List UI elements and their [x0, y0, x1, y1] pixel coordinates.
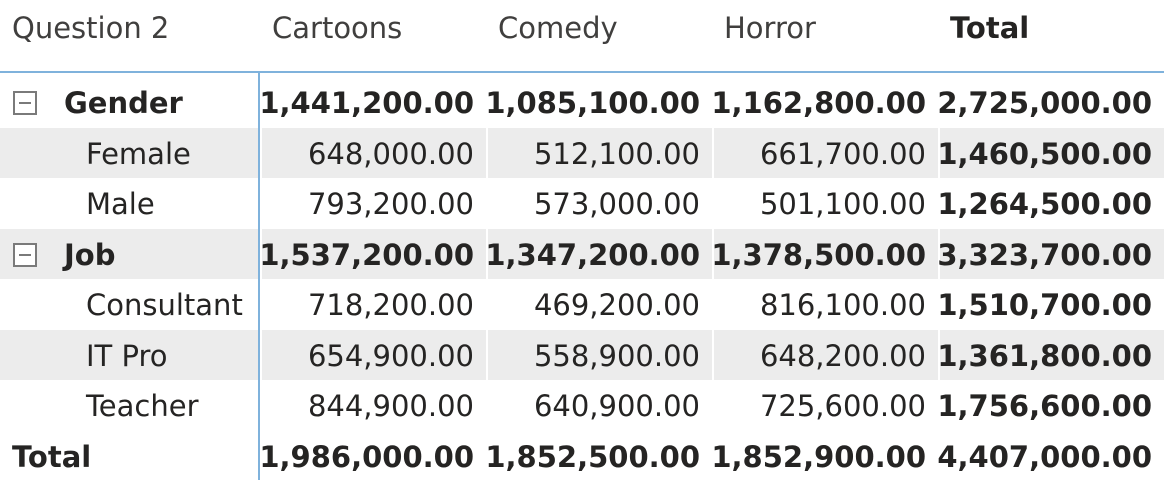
total-cell: 1,510,700.00 — [937, 288, 1152, 322]
value-cell: 501,100.00 — [759, 187, 926, 221]
value-cell: 1,986,000.00 — [259, 439, 474, 474]
row-header-cell: Female — [86, 136, 191, 171]
total-cell: 1,756,600.00 — [937, 389, 1152, 423]
value-cell: 725,600.00 — [759, 389, 926, 423]
value-cell: 1,852,500.00 — [485, 439, 700, 474]
value-cell: 1,852,900.00 — [711, 439, 926, 474]
matrix-header-row: Question 2 Cartoons Comedy Horror Total — [0, 0, 1164, 73]
collapse-icon[interactable] — [13, 242, 37, 267]
total-cell: 1,264,500.00 — [937, 187, 1152, 221]
value-cell: 573,000.00 — [533, 187, 700, 221]
total-cell: 2,725,000.00 — [937, 86, 1152, 120]
value-cell: 648,000.00 — [307, 136, 474, 171]
value-cell: 1,162,800.00 — [711, 86, 926, 120]
value-cell: 648,200.00 — [759, 338, 926, 373]
total-cell: 4,407,000.00 — [937, 439, 1152, 474]
value-cell: 469,200.00 — [533, 288, 700, 322]
table-row[interactable]: Female 648,000.00 512,100.00 661,700.00 1,46… — [0, 127, 1164, 178]
value-cell: 654,900.00 — [307, 338, 474, 373]
collapse-icon[interactable] — [13, 91, 37, 115]
value-cell: 1,378,500.00 — [711, 237, 926, 272]
table-row[interactable]: IT Pro 654,900.00 558,900.00 648,200.00 1,36… — [0, 329, 1164, 380]
table-row[interactable]: Total 1,986,000.00 1,852,500.00 1,852,900.0… — [0, 431, 1164, 481]
row-header-cell: Total — [12, 439, 92, 474]
row-header-cell: Male — [86, 187, 155, 221]
value-cell: 1,085,100.00 — [485, 86, 700, 120]
value-cell: 640,900.00 — [533, 389, 700, 423]
value-cell: 1,441,200.00 — [259, 86, 474, 120]
value-cell: 793,200.00 — [307, 187, 474, 221]
total-cell: 1,460,500.00 — [937, 136, 1152, 171]
row-header-cell: IT Pro — [86, 338, 168, 373]
table-row[interactable]: Teacher 844,900.00 640,900.00 725,600.00 1,7… — [0, 380, 1164, 430]
column-header-comedy[interactable]: Comedy — [498, 11, 618, 45]
column-header-horror[interactable]: Horror — [724, 11, 816, 45]
table-row[interactable]: Job 1,537,200.00 1,347,200.00 1,378,500.00 3… — [0, 228, 1164, 279]
row-header-label[interactable]: Question 2 — [12, 11, 170, 45]
total-cell: 3,323,700.00 — [937, 237, 1152, 272]
value-cell: 844,900.00 — [307, 389, 474, 423]
row-header-cell: Teacher — [86, 389, 199, 423]
value-cell: 718,200.00 — [307, 288, 474, 322]
value-cell: 1,347,200.00 — [485, 237, 700, 272]
row-header-cell: Job — [64, 237, 116, 272]
row-header-divider — [258, 73, 260, 480]
total-cell: 1,361,800.00 — [937, 338, 1152, 373]
row-header-cell: Consultant — [86, 288, 243, 322]
table-row[interactable]: Consultant 718,200.00 469,200.00 816,100.00… — [0, 279, 1164, 329]
table-row[interactable]: Male 793,200.00 573,000.00 501,100.00 1,264,… — [0, 178, 1164, 228]
column-header-total[interactable]: Total — [950, 11, 1030, 45]
column-header-cartoons[interactable]: Cartoons — [272, 11, 403, 45]
row-header-cell: Gender — [64, 86, 183, 120]
value-cell: 512,100.00 — [533, 136, 700, 171]
value-cell: 558,900.00 — [533, 338, 700, 373]
value-cell: 816,100.00 — [759, 288, 926, 322]
value-cell: 1,537,200.00 — [259, 237, 474, 272]
table-row[interactable]: Gender 1,441,200.00 1,085,100.00 1,162,800.… — [0, 77, 1164, 127]
value-cell: 661,700.00 — [759, 136, 926, 171]
